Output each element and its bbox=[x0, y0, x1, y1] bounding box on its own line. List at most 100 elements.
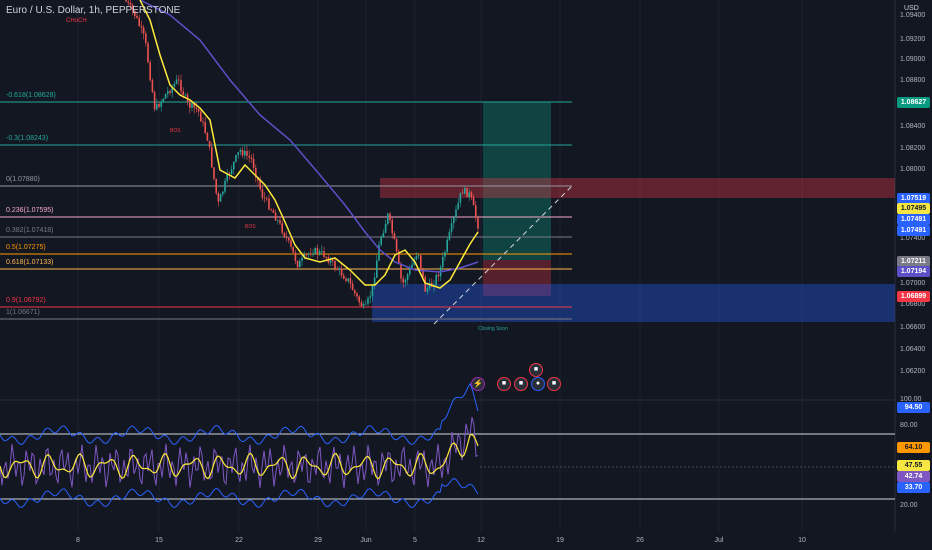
time-axis-label[interactable]: 26 bbox=[636, 537, 644, 544]
time-axis-label[interactable]: Jun bbox=[360, 537, 372, 544]
candle-body bbox=[459, 192, 462, 203]
candle-body bbox=[409, 268, 411, 275]
time-axis-label[interactable]: 19 bbox=[556, 537, 564, 544]
indicator-badge: 42.74 bbox=[897, 471, 930, 482]
candle-body bbox=[237, 152, 239, 155]
candle-body bbox=[208, 140, 211, 148]
candle-body bbox=[395, 239, 398, 252]
candle-body bbox=[365, 303, 367, 305]
candle-body bbox=[332, 260, 334, 261]
candle-body bbox=[197, 108, 200, 112]
us-flag-event-icon[interactable]: ■ bbox=[514, 377, 528, 391]
price-axis-label[interactable]: 1.09000 bbox=[900, 56, 926, 63]
candle-body bbox=[169, 91, 171, 93]
indicator-axis-label[interactable]: 20.00 bbox=[900, 502, 918, 509]
price-badge: 1.07194 bbox=[897, 266, 930, 277]
candle-body bbox=[376, 260, 378, 278]
candle-body bbox=[351, 283, 354, 291]
candle-body bbox=[466, 187, 468, 198]
time-axis-label[interactable]: 29 bbox=[314, 537, 322, 544]
fib-label-0: 0(1.07880) bbox=[6, 176, 40, 183]
price-axis-label[interactable]: 1.06600 bbox=[900, 324, 926, 331]
candle-body bbox=[325, 256, 327, 258]
time-axis-label[interactable]: 10 bbox=[798, 537, 806, 544]
indicator-axis-label[interactable]: 80.00 bbox=[900, 422, 918, 429]
choch-label: CHoCH bbox=[66, 18, 87, 24]
symbol-title[interactable]: Euro / U.S. Dollar, 1h, PEPPERSTONE bbox=[6, 5, 181, 16]
candle-body bbox=[134, 10, 136, 16]
price-axis-label[interactable]: 1.09200 bbox=[900, 36, 926, 43]
candle-body bbox=[450, 223, 453, 232]
candle-body bbox=[259, 180, 261, 190]
price-axis-label[interactable]: 1.07000 bbox=[900, 280, 926, 287]
lightning-event-icon[interactable]: ⚡ bbox=[471, 377, 485, 391]
candle-body bbox=[252, 158, 255, 168]
time-axis-label[interactable]: 8 bbox=[76, 537, 80, 544]
price-axis-label[interactable]: 1.06400 bbox=[900, 346, 926, 353]
candle-body bbox=[305, 254, 308, 256]
candle-body bbox=[382, 232, 385, 238]
candle-body bbox=[461, 192, 464, 194]
candle-body bbox=[230, 169, 233, 174]
price-axis-label[interactable]: 1.06800 bbox=[900, 301, 926, 308]
candle-body bbox=[206, 132, 209, 141]
candle-body bbox=[453, 217, 455, 224]
time-axis-label[interactable]: Jul bbox=[714, 537, 724, 544]
candle-body bbox=[145, 33, 147, 44]
price-axis-label[interactable]: 1.07400 bbox=[900, 235, 926, 242]
price-axis-label[interactable]: 1.06200 bbox=[900, 368, 926, 375]
bos-label: BOS bbox=[170, 128, 181, 134]
currency-label[interactable]: USD bbox=[904, 5, 919, 12]
price-badge: 1.07211 bbox=[897, 256, 930, 267]
moving-average-line bbox=[139, 0, 479, 273]
time-axis-label[interactable]: 15 bbox=[155, 537, 163, 544]
time-axis-label[interactable]: 22 bbox=[235, 537, 243, 544]
candle-body bbox=[266, 198, 268, 200]
candle-body bbox=[362, 304, 365, 307]
us-flag-event-icon[interactable]: ■ bbox=[497, 377, 511, 391]
candle-body bbox=[129, 2, 132, 5]
fib-label-09: 0.9(1.06792) bbox=[6, 297, 46, 304]
candle-body bbox=[371, 284, 374, 297]
candle-body bbox=[420, 255, 422, 269]
candle-body bbox=[422, 268, 424, 277]
candle-body bbox=[475, 205, 477, 218]
candle-body bbox=[261, 189, 264, 198]
candle-body bbox=[248, 155, 250, 158]
candle-body bbox=[356, 293, 358, 297]
candle-body bbox=[345, 278, 347, 282]
candlesticks[interactable] bbox=[125, 0, 479, 309]
candle-body bbox=[171, 86, 173, 93]
candle-body bbox=[164, 93, 167, 99]
candle-body bbox=[367, 298, 369, 304]
candle-body bbox=[224, 180, 226, 192]
candle-body bbox=[329, 260, 332, 263]
candle-body bbox=[156, 103, 158, 110]
candle-body bbox=[274, 212, 277, 221]
projection-line[interactable] bbox=[433, 185, 573, 325]
candle-body bbox=[235, 154, 237, 162]
price-axis-label[interactable]: 1.08800 bbox=[900, 77, 926, 84]
price-axis-label[interactable]: 1.08200 bbox=[900, 145, 926, 152]
fib-lines[interactable] bbox=[0, 101, 572, 320]
candle-body bbox=[384, 223, 387, 233]
us-flag-event-icon[interactable]: ■ bbox=[529, 363, 543, 377]
candle-body bbox=[307, 253, 310, 255]
indicator-main-line bbox=[0, 416, 479, 489]
us-flag-event-icon[interactable]: ■ bbox=[547, 377, 561, 391]
candle-body bbox=[125, 0, 127, 2]
indicator-axis-label[interactable]: 100.00 bbox=[900, 396, 922, 403]
time-axis-label[interactable]: 5 bbox=[413, 537, 417, 544]
price-axis-label[interactable]: 1.08400 bbox=[900, 123, 926, 130]
candle-body bbox=[442, 256, 444, 268]
candle-body bbox=[219, 194, 222, 202]
eu-flag-event-icon[interactable]: ● bbox=[531, 377, 545, 391]
candle-body bbox=[189, 101, 191, 108]
time-axis-label[interactable]: 12 bbox=[477, 537, 485, 544]
candle-body bbox=[217, 193, 220, 202]
price-axis-label[interactable]: 1.08000 bbox=[900, 166, 926, 173]
candle-body bbox=[316, 247, 319, 254]
indicator-badge: 94.50 bbox=[897, 402, 930, 413]
price-axis-label[interactable]: 1.09400 bbox=[900, 12, 926, 19]
